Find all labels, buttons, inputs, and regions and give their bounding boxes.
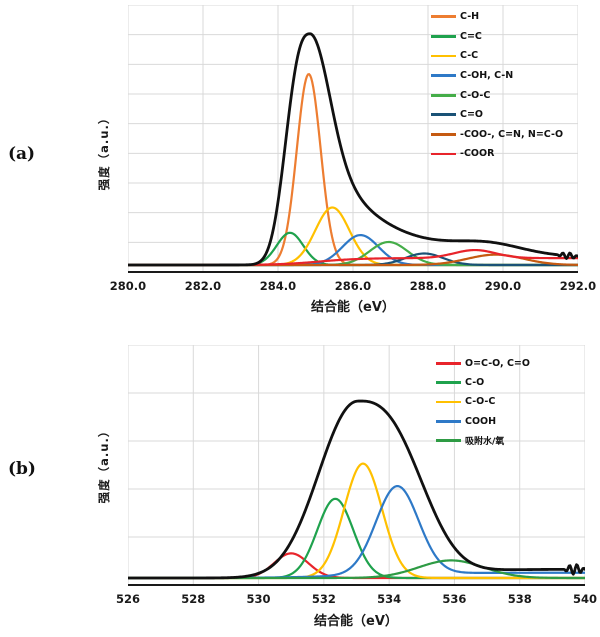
x-tick-label: 526	[115, 592, 140, 606]
legend-item: O=C-O, C=O	[436, 354, 530, 373]
legend-label: C-C	[460, 50, 479, 62]
x-axis-title-b: 结合能（eV）	[314, 614, 398, 629]
spectrum-plot-a	[128, 5, 578, 273]
x-tick-label: 530	[246, 592, 271, 606]
series-line-COOH	[128, 485, 585, 580]
legend-color-line	[436, 400, 461, 404]
legend-item: COOH	[436, 412, 530, 431]
x-tick-label: 284.0	[259, 279, 297, 293]
legend-label: C-O	[465, 377, 485, 389]
x-tick-label: 528	[181, 592, 206, 606]
legend-item: C-H	[431, 7, 563, 27]
legend-color-line	[431, 113, 456, 117]
legend-item: 吸附水/氧	[436, 431, 530, 450]
legend-label: C-O-C	[460, 89, 491, 101]
legend-label: C-O-C	[465, 396, 496, 408]
x-tick-label: 282.0	[184, 279, 222, 293]
legend-item: C-O-C	[431, 85, 563, 105]
legend-label: C=O	[460, 109, 484, 121]
legend-color-line	[436, 381, 461, 385]
envelope-line	[128, 399, 585, 580]
legend-item: C-O	[436, 373, 530, 392]
gridlines	[128, 5, 578, 272]
legend-color-line	[431, 133, 456, 136]
legend-color-line	[431, 15, 456, 19]
legend-label: 吸附水/氧	[465, 436, 505, 447]
x-tick-label: 286.0	[334, 279, 372, 293]
x-tick-label: 532	[311, 592, 336, 606]
x-tick-label: 534	[377, 592, 402, 606]
envelope-line	[128, 32, 578, 267]
x-tick-label: 540	[572, 592, 597, 606]
legend-item: C=O	[431, 105, 563, 125]
legend-color-line	[431, 35, 456, 38]
x-tick-label: 292.0	[559, 279, 597, 293]
x-axis-title-a: 结合能（eV）	[311, 300, 395, 315]
legend-color-line	[431, 74, 456, 77]
x-tick-label: 288.0	[409, 279, 447, 293]
spectrum-plot-b	[128, 345, 585, 586]
y-axis-title-b: 强度（a.u.）	[97, 424, 111, 504]
legend-b: O=C-O, C=O C-O C-O-C COOH 吸附水/氧	[436, 354, 530, 450]
legend-item: C=C	[431, 27, 563, 47]
legend-label: C-H	[460, 11, 480, 23]
legend-color-line	[431, 54, 456, 58]
legend-color-line	[436, 419, 461, 423]
legend-item: C-C	[431, 46, 563, 66]
legend-color-line	[436, 362, 461, 365]
legend-label: -COOR	[460, 148, 495, 160]
panel-a-label: (a)	[8, 144, 36, 164]
legend-item: -COO-, C=N, N=C-O	[431, 125, 563, 145]
gridlines	[128, 345, 585, 585]
series-line-C-O	[128, 497, 585, 580]
legend-label: COOH	[465, 415, 497, 427]
legend-label: C=C	[460, 30, 482, 42]
x-tick-label: 290.0	[484, 279, 522, 293]
legend-label: O=C-O, C=O	[465, 358, 530, 370]
legend-color-line	[431, 93, 456, 97]
legend-color-line	[431, 152, 456, 156]
legend-a: C-H C=C C-C C-OH, C-N C-O-C C=O -COO-, C=N, N=…	[431, 7, 563, 164]
legend-color-line	[436, 439, 461, 442]
legend-item: C-OH, C-N	[431, 66, 563, 86]
x-tick-label: 538	[507, 592, 532, 606]
y-axis-title-a: 强度（a.u.）	[97, 111, 111, 191]
legend-label: C-OH, C-N	[460, 70, 514, 82]
x-tick-label: 280.0	[109, 279, 147, 293]
legend-item: -COOR	[431, 144, 563, 164]
legend-label: -COO-, C=N, N=C-O	[460, 128, 564, 140]
legend-item: C-O-C	[436, 392, 530, 411]
x-tick-label: 536	[442, 592, 467, 606]
series-line-O=C-O, C=O	[128, 552, 585, 580]
panel-b-label: (b)	[8, 459, 36, 479]
